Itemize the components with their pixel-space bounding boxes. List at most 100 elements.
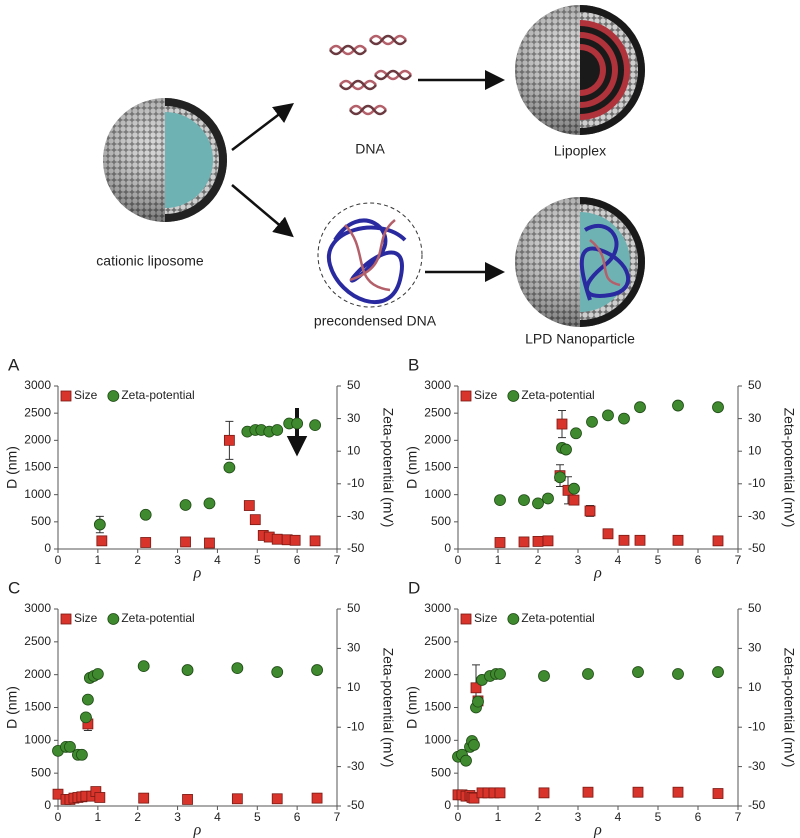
size-point [271,533,283,545]
size-point [602,528,614,540]
x-tick-label: 7 [334,810,341,824]
zeta-point [602,409,614,422]
arrow [231,102,294,151]
x-tick-label: 7 [334,553,341,567]
y2-tick-label: 10 [347,443,361,457]
x-tick-label: 6 [294,553,301,567]
x-tick-label: 7 [735,810,742,824]
zeta-point [672,668,684,680]
x-axis-label: ρ [193,822,202,838]
x-axis-label: ρ [193,565,202,582]
size-point [584,505,596,517]
y-tick-label: 2500 [24,634,51,648]
y2-tick-label: -30 [748,509,766,523]
size-point [618,534,630,546]
y-tick-label: 3000 [24,378,51,392]
size-point [311,792,323,804]
x-tick-label: 6 [294,810,301,824]
x-tick-label: 0 [55,553,62,567]
size-point [470,682,482,694]
x-tick-label: 3 [174,553,181,567]
y-tick-label: 1000 [24,487,51,501]
x-tick-label: 3 [575,553,582,567]
x-tick-label: 5 [655,810,662,824]
y2-tick-label: -50 [347,798,365,812]
schematic: DNA Lipoplex cationic liposome preconden… [96,5,645,347]
x-tick-label: 1 [495,553,502,567]
y2-tick-label: 50 [748,378,762,392]
zeta-point [554,471,566,484]
y2-tick-label: -50 [347,541,365,555]
y-tick-label: 2000 [24,667,51,681]
x-axis-label: ρ [593,822,602,838]
y-tick-label: 500 [31,514,51,528]
zeta-point [179,499,192,511]
x-tick-label: 4 [214,553,221,567]
zeta-point [494,668,506,680]
size-point [712,535,724,547]
y-axis-label: D (nm) [404,686,420,729]
y2-tick-label: 30 [748,641,762,655]
lipoplex-icon [515,5,645,135]
size-point [223,434,235,446]
panel-label: B [408,355,419,374]
x-tick-label: 1 [95,810,102,824]
size-point [289,534,301,546]
legend-marker [460,613,472,625]
size-point [182,794,193,805]
y-tick-label: 0 [444,798,451,812]
y-tick-label: 2000 [424,667,451,681]
y-tick-label: 1500 [24,460,51,474]
zeta-point [139,508,152,521]
label: Lipoplex [554,143,606,159]
size-point [634,534,646,546]
panel-label: A [8,355,20,374]
zeta-point [712,666,724,678]
size-point [309,535,321,547]
y2-tick-label: 30 [748,411,762,425]
x-tick-label: 6 [695,810,702,824]
x-tick-label: 7 [735,553,742,567]
legend-label: Zeta-potential [121,611,194,625]
x-tick-label: 4 [615,810,622,824]
size-point [96,535,108,547]
size-point [180,536,191,548]
legend-marker [507,390,520,402]
legend-marker [107,613,120,625]
size-point [138,792,150,804]
y-tick-label: 2000 [424,433,451,447]
y2-tick-label: 50 [347,378,361,392]
legend-label: Size [474,611,498,625]
label: cationic liposome [96,253,204,269]
x-tick-label: 2 [134,553,141,567]
x-tick-label: 4 [615,553,622,567]
y2-tick-label: -10 [748,476,766,490]
zeta-point [468,739,480,751]
y2-tick-label: 30 [347,411,361,425]
y-tick-label: 1500 [424,700,451,714]
zeta-point [582,668,594,680]
panel-label: C [8,578,20,597]
zeta-point [311,664,323,676]
legend-label: Zeta-potential [521,611,594,625]
zeta-point [91,668,104,680]
zeta-point [291,417,304,430]
legend-marker [460,390,472,402]
annotation-arrow [286,408,308,457]
legend-marker [60,390,72,402]
y2-tick-label: -30 [748,759,766,773]
lpd-icon [515,197,645,327]
size-point [582,786,594,798]
legend-label: Size [474,388,498,402]
label: LPD Nanoparticle [525,331,635,347]
x-tick-label: 5 [254,810,261,824]
zeta-point [618,412,630,425]
size-point [231,793,243,805]
zeta-point [309,419,321,432]
zeta-point [137,660,150,673]
y-tick-label: 3000 [424,601,451,615]
size-point [94,792,106,803]
y-tick-label: 3000 [24,601,51,615]
y2-tick-label: -10 [748,719,766,733]
